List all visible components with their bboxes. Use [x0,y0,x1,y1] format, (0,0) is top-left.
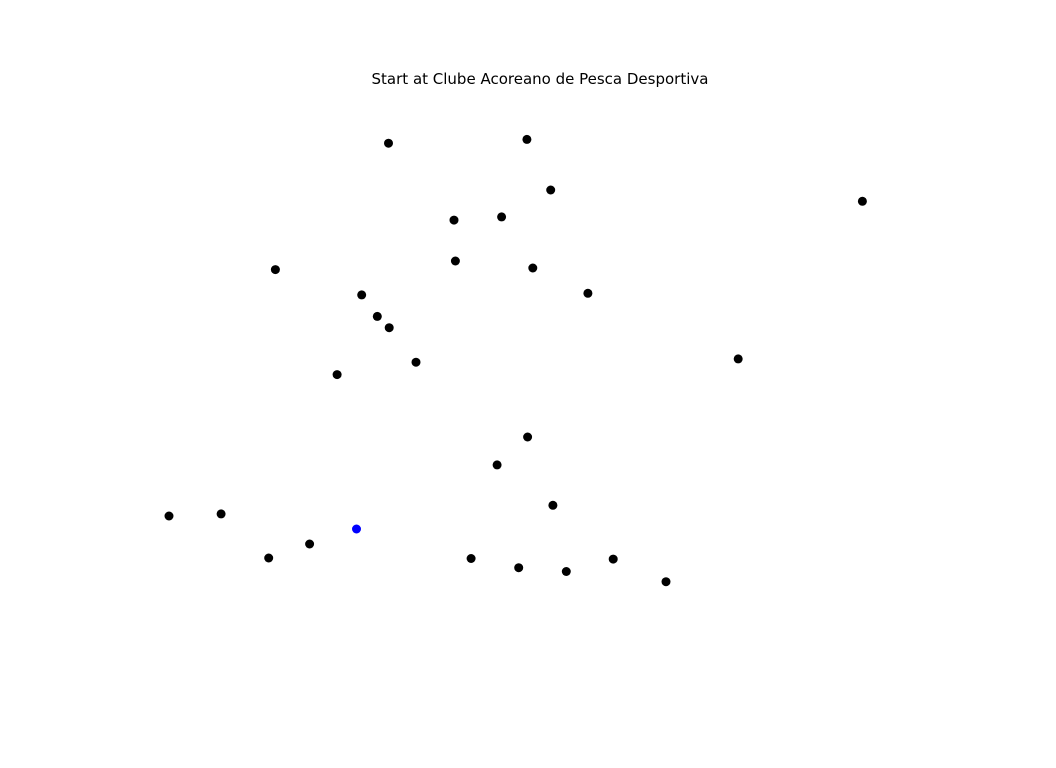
chart-title: Start at Clube Acoreano de Pesca Desport… [372,70,709,88]
data-point [372,311,382,321]
data-point [523,432,533,442]
data-point [561,567,571,576]
data-point [522,134,532,144]
data-point [497,212,507,222]
data-point [384,138,393,148]
data-point [450,256,460,266]
data-point [546,185,556,195]
data-point [411,357,421,367]
data-point [661,577,671,587]
data-point [466,554,476,563]
data-point [528,263,538,273]
data-point [608,554,618,564]
data-point [264,553,274,563]
data-point [733,354,743,364]
data-point [548,500,558,510]
data-point [449,215,459,225]
data-point [270,265,280,275]
data-point [492,460,502,470]
data-point [857,196,867,206]
data-point [332,370,342,380]
data-point [216,509,226,519]
data-point [164,511,174,521]
start-point [352,524,361,534]
data-point [384,323,394,333]
data-point [583,288,593,298]
data-point [305,539,315,549]
data-point [357,290,367,300]
points-layer [164,134,867,587]
data-point [514,563,524,573]
